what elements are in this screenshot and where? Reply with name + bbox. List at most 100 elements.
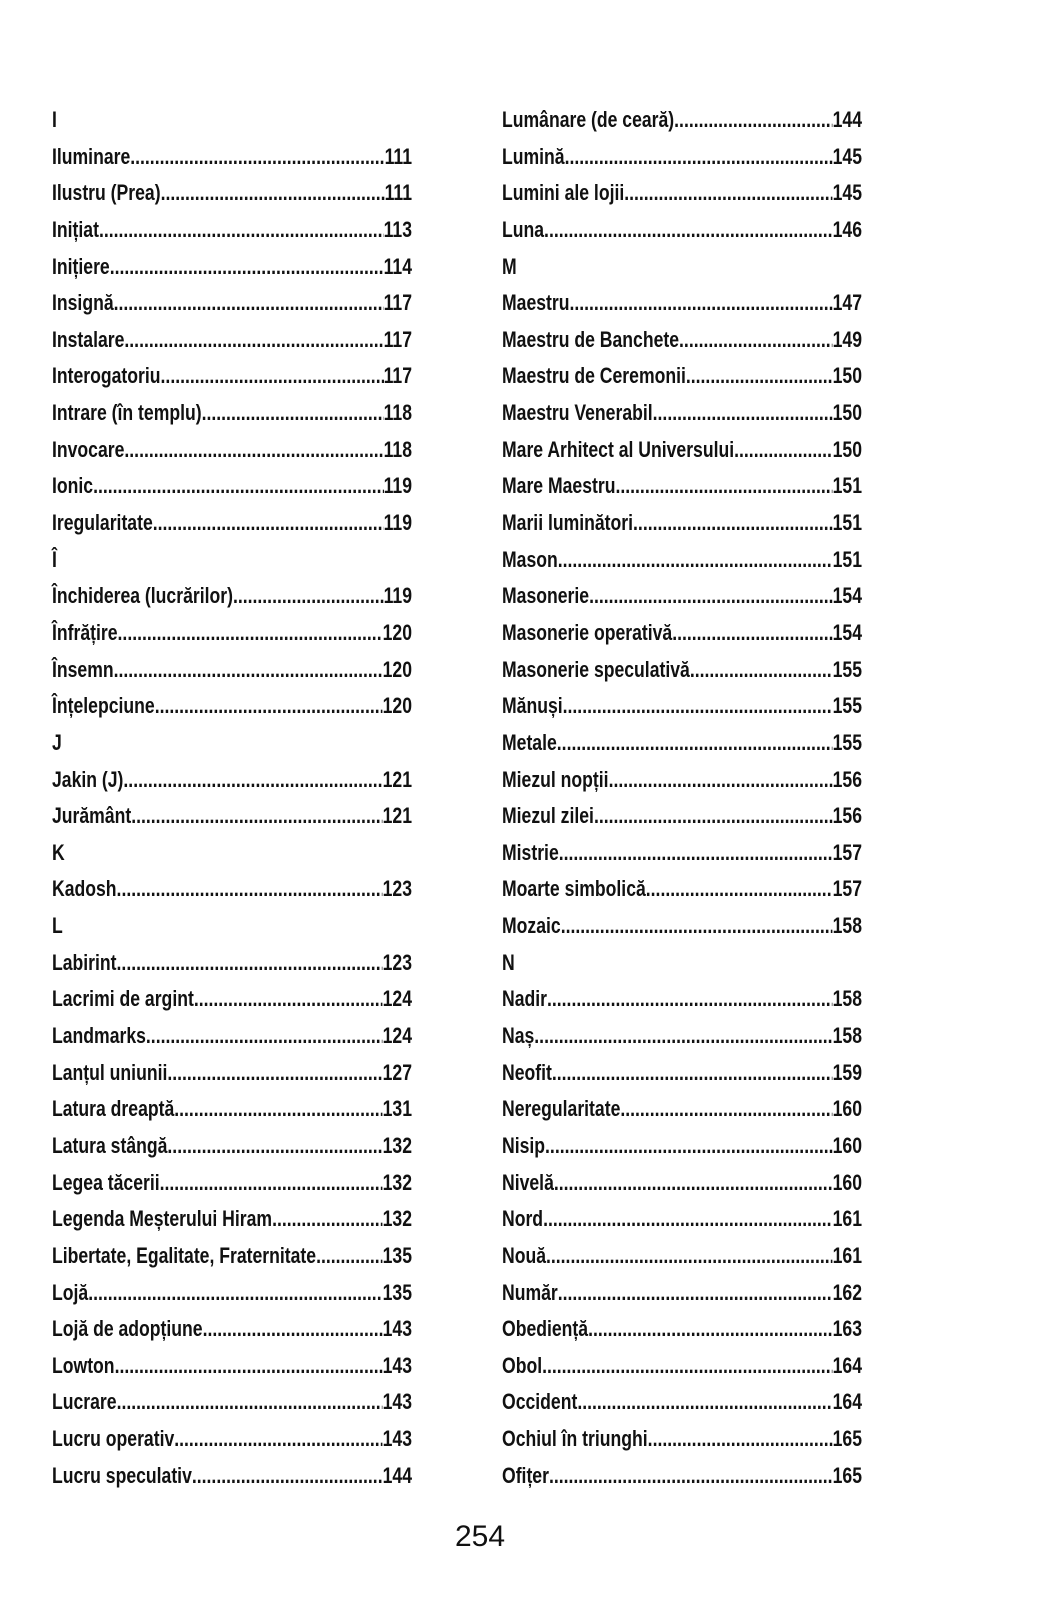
entry-page: 163: [832, 1316, 862, 1342]
entry-term: Instalare: [52, 326, 125, 352]
entry-page: 120: [382, 656, 412, 682]
entry-page: 154: [832, 619, 862, 645]
leader-dots: [552, 1055, 833, 1092]
entry-page: 161: [832, 1206, 862, 1232]
entry-term: Lumini ale lojii: [502, 180, 625, 206]
index-entry: Legenda Meșterului Hiram 132: [52, 1201, 412, 1238]
index-entry: Mare Maestru 151: [502, 468, 862, 505]
index-entry: Miezul zilei 156: [502, 798, 862, 835]
entry-term: Invocare: [52, 436, 125, 462]
entry-page: 149: [832, 326, 862, 352]
entry-page: 114: [383, 253, 412, 279]
index-entry: Număr 162: [502, 1275, 862, 1312]
index-entry: Iluminare 111: [52, 139, 412, 176]
leader-dots: [161, 175, 385, 212]
leader-dots: [110, 249, 384, 286]
leader-dots: [161, 358, 384, 395]
entry-page: 113: [383, 216, 412, 242]
index-column-left: I Iluminare 111 Ilustru (Prea) 111 Inițiat 113…: [52, 102, 412, 1494]
entry-page: 157: [832, 876, 862, 902]
index-entry: Latura dreaptă 131: [52, 1091, 412, 1128]
index-entry: Lanțul uniunii 127: [52, 1055, 412, 1092]
entry-term: Maestru de Ceremonii: [502, 363, 686, 389]
leader-dots: [131, 798, 382, 835]
entry-term: Intrare (în templu): [52, 400, 202, 426]
index-entry: Ofițer 165: [502, 1458, 862, 1495]
index-entry: Lucru speculativ 144: [52, 1458, 412, 1495]
entry-term: Ilustru (Prea): [52, 180, 161, 206]
index-column-right: Lumânare (de ceară)144Lumină145Lumini al…: [502, 102, 862, 1494]
entry-term: Occident: [502, 1389, 578, 1415]
entry-term: Kadosh: [52, 876, 117, 902]
index-entry: Jakin (J) 121: [52, 762, 412, 799]
index-entry: Maestru de Ceremonii 150: [502, 358, 862, 395]
entry-page: 132: [382, 1206, 412, 1232]
index-entry: Invocare 118: [52, 432, 412, 469]
entry-term: Nivelă: [502, 1169, 554, 1195]
entry-term: Maestru Venerabil: [502, 400, 653, 426]
index-entry: Libertate, Egalitate, Fraternitate 135: [52, 1238, 412, 1275]
index-letter-heading: K: [52, 835, 412, 872]
entry-term: Lacrimi de argint: [52, 986, 194, 1012]
entry-term: Masonerie speculativă: [502, 656, 690, 682]
leader-dots: [174, 1421, 382, 1458]
entry-term: Jakin (J): [52, 766, 124, 792]
leader-dots: [559, 835, 833, 872]
leader-dots: [123, 762, 382, 799]
entry-page: 157: [832, 839, 862, 865]
entry-page: 131: [382, 1096, 412, 1122]
entry-term: Lucru operativ: [52, 1426, 175, 1452]
index-entry: Înfrățire 120: [52, 615, 412, 652]
entry-page: 146: [832, 216, 862, 242]
leader-dots: [646, 871, 833, 908]
leader-dots: [272, 1201, 383, 1238]
entry-term: Ionic: [52, 473, 94, 499]
index-entry: Inițiat 113: [52, 212, 412, 249]
leader-dots: [542, 1348, 833, 1385]
entry-term: Labirint: [52, 949, 117, 975]
entry-term: Inițiere: [52, 253, 110, 279]
index-entry: Ionic 119: [52, 468, 412, 505]
index-entry: Metale 155: [502, 725, 862, 762]
index-entry: Mistrie 157: [502, 835, 862, 872]
index-entry: Nisip 160: [502, 1128, 862, 1165]
leader-dots: [146, 1018, 383, 1055]
entry-term: Lucru speculativ: [52, 1462, 192, 1488]
entry-term: Insignă: [52, 290, 114, 316]
index-entry: Miezul nopții 156: [502, 762, 862, 799]
letter: L: [52, 913, 63, 939]
leader-dots: [167, 1128, 382, 1165]
leader-dots: [114, 652, 383, 689]
leader-dots: [99, 212, 384, 249]
entry-term: Nadir: [502, 986, 547, 1012]
entry-page: 144: [382, 1462, 412, 1488]
entry-page: 160: [832, 1169, 862, 1195]
entry-page: 161: [832, 1242, 862, 1268]
entry-page: 118: [383, 400, 412, 426]
index-letter-heading: N: [502, 945, 862, 982]
leader-dots: [155, 688, 383, 725]
letter: I: [52, 107, 57, 132]
leader-dots: [115, 1348, 383, 1385]
leader-dots: [679, 322, 833, 359]
index-entry: Lowton 143: [52, 1348, 412, 1385]
index-entry: Lojă 135: [52, 1275, 412, 1312]
entry-term: Mason: [502, 546, 558, 572]
index-letter-heading: Î: [52, 542, 412, 579]
page-number: 254: [454, 1520, 506, 1553]
entry-term: Jurământ: [52, 803, 132, 829]
entry-term: Lanțul uniunii: [52, 1059, 168, 1085]
index-entry: Inițiere 114: [52, 249, 412, 286]
leader-dots: [569, 285, 832, 322]
leader-dots: [194, 981, 383, 1018]
entry-page: 145: [832, 180, 862, 206]
index-entry: Latura stângă 132: [52, 1128, 412, 1165]
entry-page: 164: [832, 1352, 862, 1378]
entry-page: 158: [832, 1023, 862, 1049]
entry-page: 135: [382, 1242, 412, 1268]
leader-dots: [558, 1275, 833, 1312]
entry-page: 121: [382, 766, 412, 792]
leader-dots: [674, 102, 832, 139]
entry-term: Mănuși: [502, 693, 563, 719]
entry-term: Libertate, Egalitate, Fraternitate: [52, 1242, 317, 1268]
